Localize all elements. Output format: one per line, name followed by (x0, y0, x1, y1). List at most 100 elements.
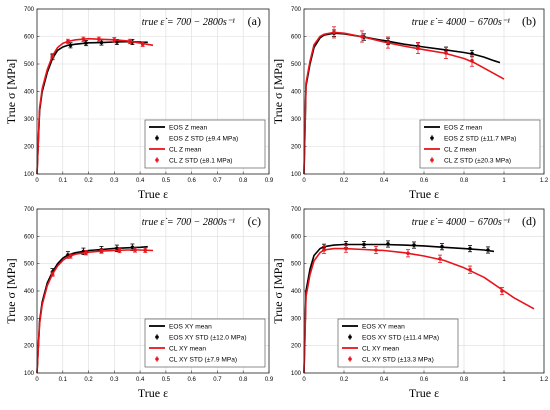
legend-label: EOS Z STD (±9.4 MPa) (169, 135, 238, 142)
y-tick-label: 200 (291, 344, 302, 350)
legend-item: CL XY STD (±7.9 MPa) (155, 356, 237, 363)
error-bar-point (468, 267, 472, 272)
error-bar-point (115, 40, 119, 44)
error-bar (374, 245, 378, 255)
error-bar-point (128, 39, 132, 44)
error-bar (386, 240, 390, 248)
error-bar (143, 247, 148, 253)
error-bar (65, 38, 70, 45)
error-bar-point (438, 256, 442, 261)
x-tick-label: 0.9 (265, 377, 274, 383)
x-tick-label: 0.4 (380, 178, 389, 184)
x-tick-label: 0.2 (84, 178, 93, 184)
legend-item: EOS XY STD (±11.4 MPa) (348, 334, 439, 341)
error-bar (332, 26, 336, 39)
error-bar-point (68, 43, 73, 48)
strain-rate-annotation: true ε̇ = 700 − 2800s⁻¹ (142, 217, 235, 228)
error-bar (440, 243, 444, 251)
x-tick-label: 0.2 (84, 377, 93, 383)
legend-item: CL Z mean (424, 146, 477, 153)
legend-item: CL Z STD (±8.1 MPa) (155, 157, 232, 164)
y-tick-label: 100 (291, 371, 302, 377)
chart-panel-c: 0 0.1 0.2 0.3 0.4 0.5 0.6 0.7 0.8 0.9 100 200 300 400… (4, 207, 274, 400)
x-tick-label: 0.5 (162, 377, 171, 383)
error-bar (68, 253, 73, 259)
x-tick-label: 0.8 (460, 377, 469, 383)
legend-point-swatch (348, 335, 352, 339)
legend-box (144, 119, 266, 169)
y-axis-title: True σ [MPa] (271, 258, 285, 323)
x-tick-label: 0.2 (340, 377, 349, 383)
y-tick-label: 200 (24, 145, 35, 151)
legend-item: CL XY mean (342, 345, 399, 352)
error-bar-point (133, 248, 137, 252)
cl-mean-line (303, 247, 535, 374)
axes-frame (303, 208, 545, 374)
chart-panel-a: 0 0.1 0.2 0.3 0.4 0.5 0.6 0.7 0.8 0.9 100 200 300 400… (4, 7, 274, 201)
legend-item: EOS XY mean (149, 323, 212, 330)
panel-label: (a) (248, 14, 261, 28)
error-bar-point (140, 42, 145, 46)
y-axis-title: True σ [MPa] (4, 258, 18, 323)
y-tick-label: 700 (291, 7, 302, 13)
error-bar-point (332, 30, 336, 35)
x-tick-label: 0.6 (420, 178, 429, 184)
y-tick-label: 500 (291, 262, 302, 268)
y-tick-label: 700 (24, 7, 35, 13)
y-tick-label: 600 (291, 234, 302, 240)
y-tick-label: 300 (24, 316, 35, 322)
x-tick-label: 0.4 (380, 377, 389, 383)
error-bar-point (416, 46, 420, 50)
y-tick-label: 600 (291, 35, 302, 41)
error-bar (83, 250, 88, 256)
error-bar-point (362, 242, 366, 247)
x-tick-label: 0 (35, 377, 39, 383)
axes-frame (303, 8, 545, 175)
y-tick-label: 300 (291, 117, 302, 123)
x-tick-label: 0.3 (110, 178, 119, 184)
chart-panel-b: 0 0.2 0.4 0.6 0.8 1 1.2 100 200 300 400 500 600 700 tr… (271, 7, 549, 201)
legend-box (419, 119, 541, 169)
legend-label: EOS XY mean (362, 323, 405, 330)
legend-item: EOS Z mean (424, 124, 482, 131)
y-tick-label: 300 (291, 316, 302, 322)
y-tick-label: 100 (24, 172, 35, 178)
error-bar-point (412, 243, 416, 247)
x-axis-title: True ε (138, 187, 168, 201)
x-tick-label: 0.9 (265, 178, 274, 184)
eos-mean-line (303, 243, 495, 374)
legend-item: EOS XY mean (342, 323, 405, 330)
cl-mean-line (303, 31, 505, 175)
cl-mean-line (36, 249, 154, 374)
y-tick-label: 500 (24, 262, 35, 268)
x-tick-label: 1 (502, 178, 506, 184)
error-bar-point (97, 37, 101, 42)
x-tick-label: 0.7 (213, 178, 222, 184)
legend-item: EOS Z STD (±9.4 MPa) (155, 135, 238, 142)
legend: EOS XY mean EOS XY STD (±12.0 MPa) CL XY m… (144, 318, 266, 368)
x-tick-label: 0.6 (420, 377, 429, 383)
error-bar-point (386, 40, 390, 45)
y-tick-label: 400 (24, 90, 35, 96)
error-bar-point (68, 254, 73, 258)
legend-label: EOS XY mean (169, 323, 212, 330)
error-bar-point (500, 289, 504, 293)
y-tick-label: 400 (291, 90, 302, 96)
legend-point-swatch (155, 158, 159, 162)
x-tick-label: 0.8 (239, 377, 248, 383)
x-axis-title: True ε (409, 187, 439, 201)
legend-point-swatch (155, 136, 159, 140)
error-bar-point (386, 242, 390, 246)
y-tick-label: 300 (24, 117, 35, 123)
y-tick-label: 400 (24, 289, 35, 295)
x-tick-label: 0.6 (187, 377, 196, 383)
x-tick-label: 0 (302, 178, 306, 184)
error-bar (140, 41, 145, 47)
axes-frame (36, 8, 270, 175)
y-tick-label: 600 (24, 35, 35, 41)
error-bar-point (440, 244, 444, 249)
error-bar (112, 37, 117, 43)
y-tick-label: 700 (291, 207, 302, 213)
legend-label: EOS Z mean (169, 124, 207, 131)
